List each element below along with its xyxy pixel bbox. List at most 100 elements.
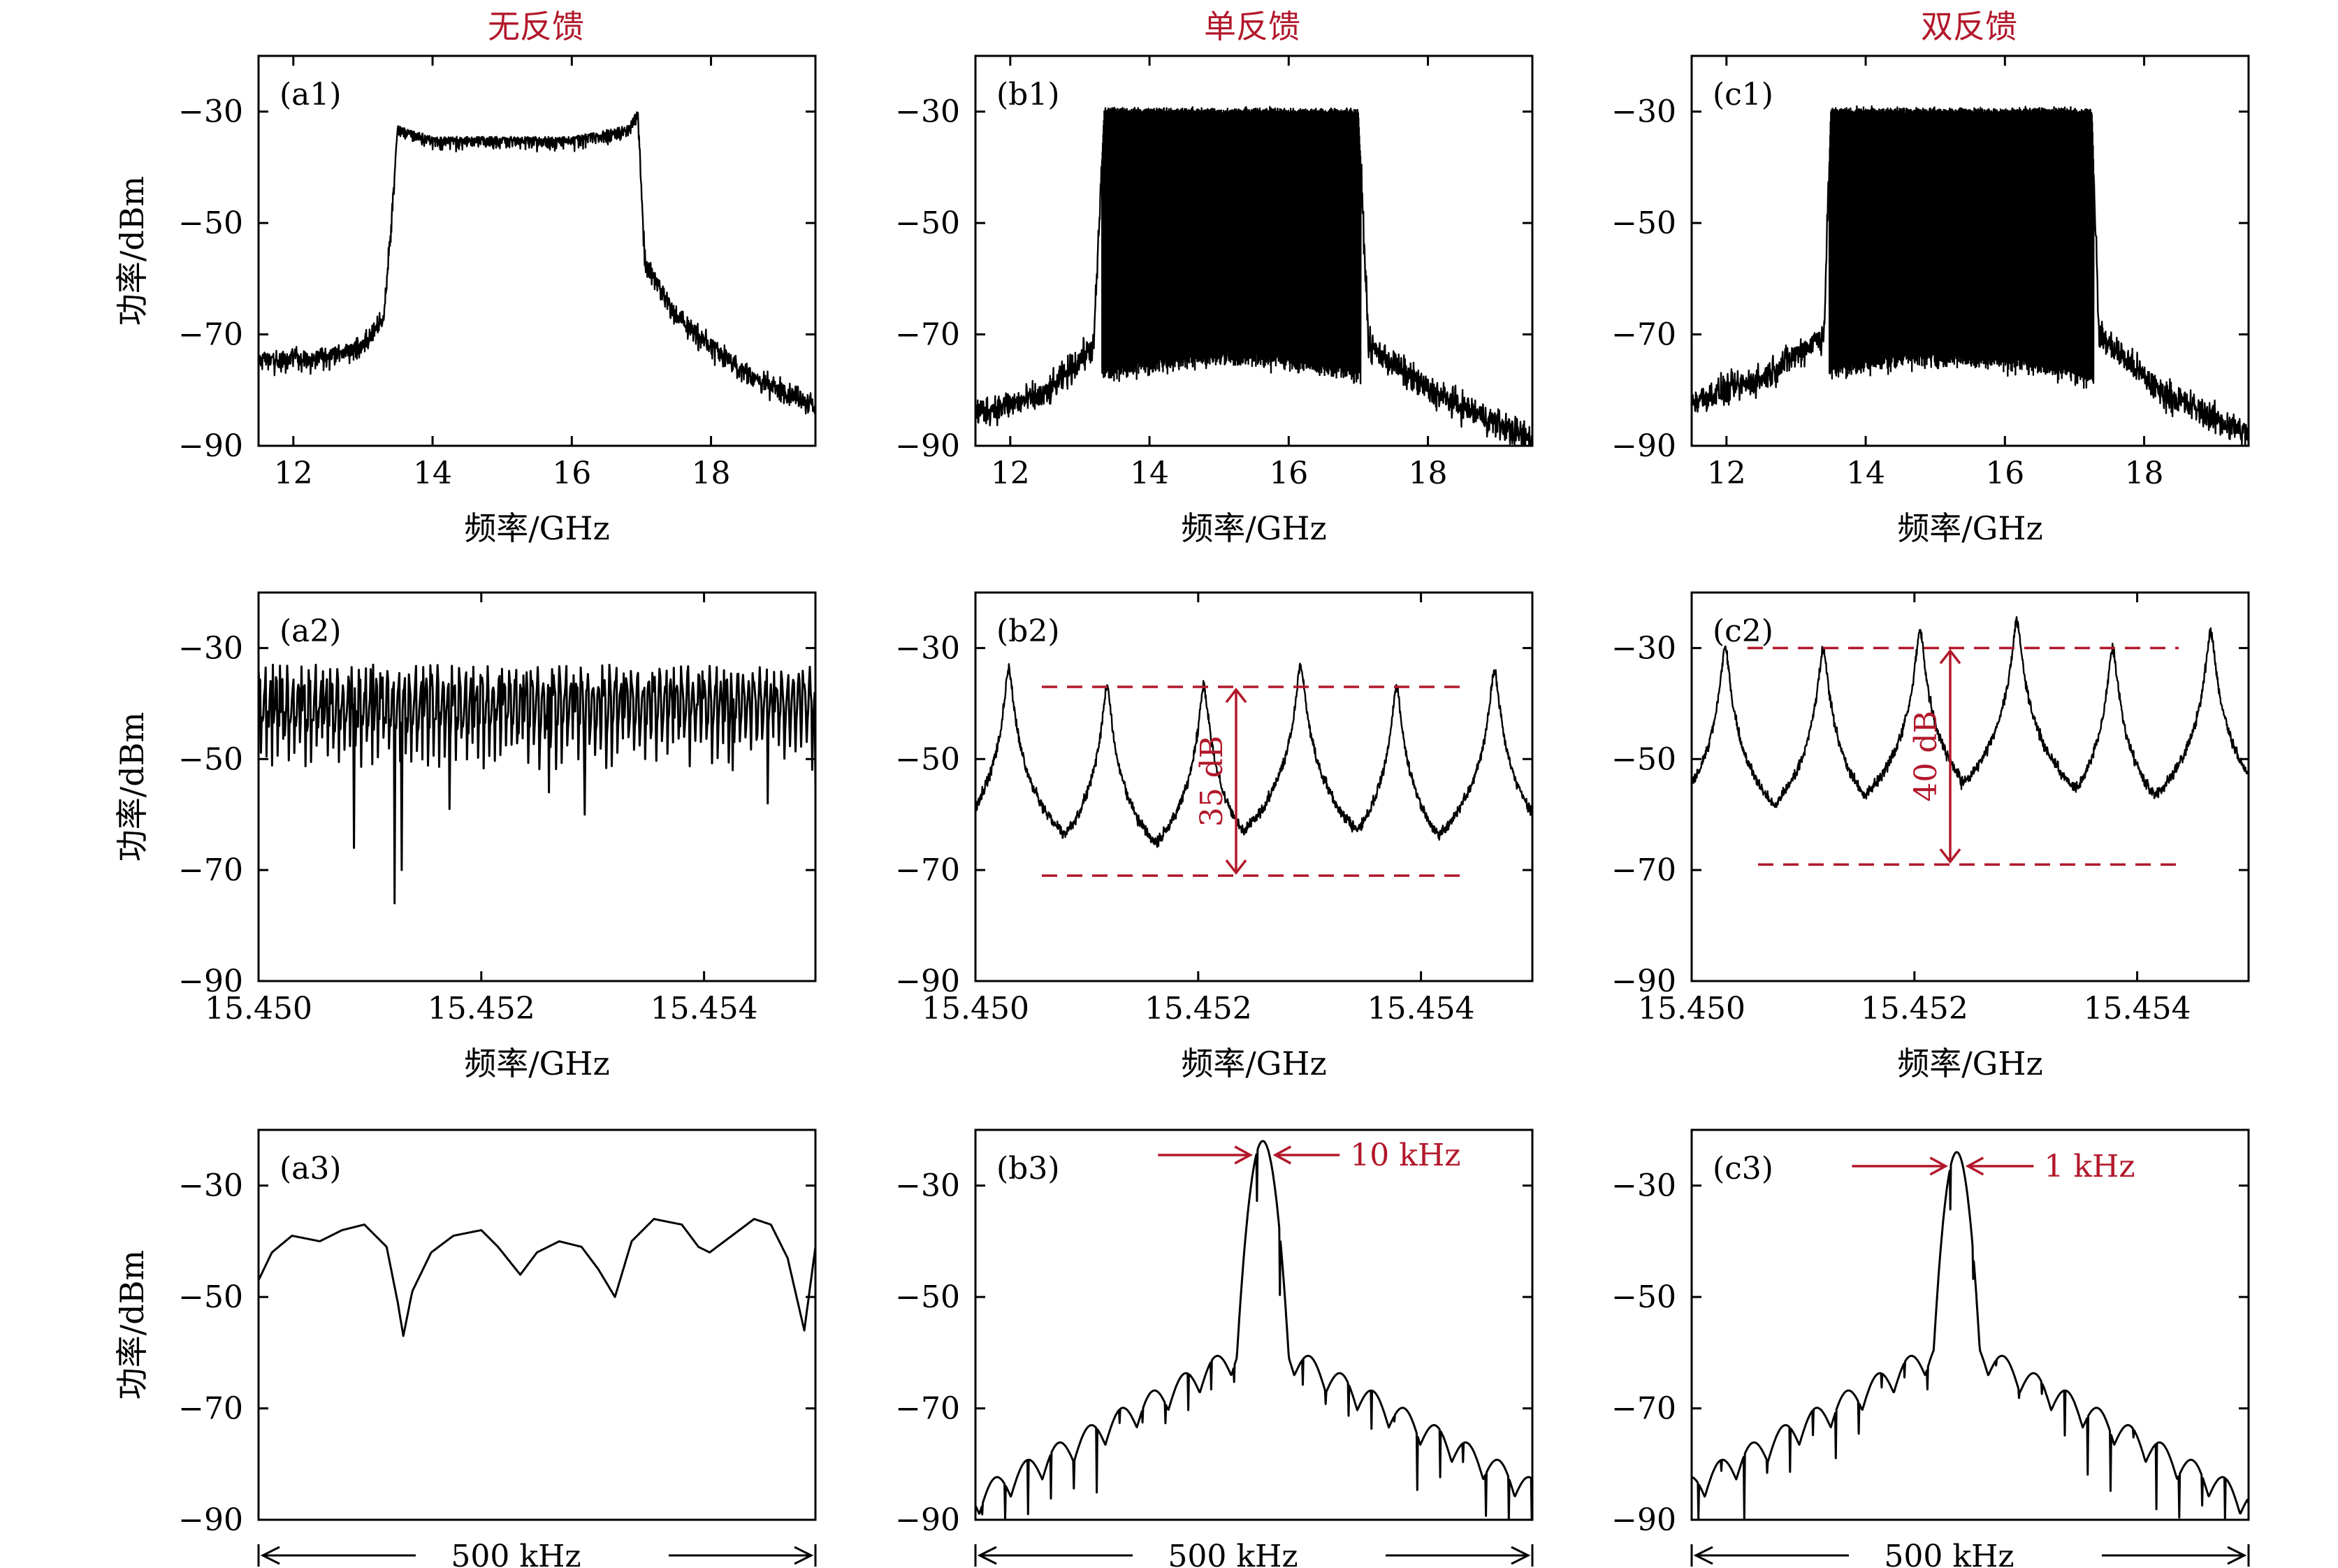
y-tick-label: −70	[895, 1391, 960, 1427]
x-tick-label: 15.450	[922, 991, 1029, 1026]
column-title-no-feedback: 无反馈	[488, 8, 584, 45]
x-axis-label: 频率/GHz	[464, 1045, 610, 1082]
linewidth-head-left	[1234, 1145, 1253, 1165]
span-indicator: 500 kHz	[1690, 1539, 2250, 1568]
y-tick-label: −50	[895, 741, 960, 777]
arrow-head-up	[1225, 688, 1247, 704]
span-head-right	[794, 1546, 814, 1565]
span-head-right	[2227, 1546, 2247, 1565]
panel-a1: −30 −50 −70 −90 12 14 16 18 频率/GHz 功率/dBm (a1)	[113, 55, 817, 547]
plot-frame	[257, 591, 817, 982]
panel-c3: 1 kHz −30 −50 −70 −90 (c3) 500 kHz	[1611, 1128, 2250, 1568]
axes-b3: −30 −50 −70 −90 (b3)	[895, 1128, 1534, 1538]
linewidth-label: 1 kHz	[2044, 1149, 2135, 1184]
difference-label: 40 dB	[1908, 711, 1944, 801]
y-tick-label: −70	[1611, 1391, 1676, 1427]
x-tick-label: 16	[1269, 456, 1308, 491]
difference-label: 35 dB	[1194, 736, 1230, 827]
y-tick-label: −90	[1611, 1502, 1676, 1538]
panel-label: (b3)	[996, 1151, 1060, 1186]
y-tick-label: −70	[178, 317, 243, 353]
y-tick-label: −90	[1611, 964, 1676, 999]
x-tick-label: 15.454	[1367, 991, 1475, 1026]
spectrum-trace	[975, 106, 1532, 446]
y-tick-label: −30	[895, 630, 960, 666]
x-tick-label: 15.454	[651, 991, 758, 1026]
y-tick-label: −90	[178, 964, 243, 999]
y-tick-label: −90	[895, 964, 960, 999]
y-tick-label: −70	[895, 317, 960, 353]
x-tick-label: 15.454	[2084, 991, 2191, 1026]
x-tick-label: 15.452	[1145, 991, 1252, 1026]
span-label: 500 kHz	[1884, 1539, 2014, 1568]
span-head-left	[977, 1546, 997, 1565]
panel-c1: −30 −50 −70 −90 12 14 16 18 频率/GHz (c1)	[1611, 55, 2250, 547]
y-tick-label: −30	[1611, 630, 1676, 666]
spectrum-trace	[259, 1218, 815, 1337]
axes-a1: −30 −50 −70 −90 12 14 16 18 频率/GHz 功率/dBm (a1)	[113, 55, 817, 547]
arrow-head-down	[1939, 848, 1961, 864]
x-tick-label: 14	[413, 456, 452, 491]
x-tick-label: 16	[552, 456, 591, 491]
panel-b1: −30 −50 −70 −90 12 14 16 18 频率/GHz (b1)	[895, 55, 1534, 547]
span-label: 500 kHz	[451, 1539, 581, 1568]
y-tick-label: −50	[1611, 741, 1676, 777]
y-tick-label: −90	[895, 428, 960, 464]
y-tick-label: −50	[1611, 1279, 1676, 1315]
span-label: 500 kHz	[1168, 1539, 1298, 1568]
y-tick-label: −30	[1611, 1168, 1676, 1204]
y-tick-label: −30	[1611, 94, 1676, 130]
panel-label: (a3)	[279, 1151, 342, 1186]
axes-c3: −30 −50 −70 −90 (c3)	[1611, 1128, 2250, 1538]
x-tick-label: 15.452	[428, 991, 535, 1026]
y-tick-label: −50	[178, 205, 243, 241]
x-tick-label: 16	[1985, 456, 2024, 491]
y-tick-label: −70	[1611, 317, 1676, 353]
y-tick-label: −50	[1611, 205, 1676, 241]
x-tick-label: 18	[692, 456, 731, 491]
spectrum-trace	[975, 1140, 1532, 1520]
x-axis-label: 频率/GHz	[1181, 509, 1327, 547]
column-title-single-feedback: 单反馈	[1204, 8, 1300, 45]
arrow-head-down	[1225, 859, 1247, 875]
y-tick-label: −50	[895, 1279, 960, 1315]
x-axis-label: 频率/GHz	[464, 509, 610, 547]
spectrum-trace	[1692, 105, 2249, 446]
y-tick-label: −90	[178, 1502, 243, 1538]
spectrum-trace	[1692, 1151, 2249, 1520]
x-tick-label: 12	[274, 456, 313, 491]
spectrum-trace	[259, 111, 815, 415]
linewidth-head-right	[1272, 1145, 1292, 1165]
x-tick-label: 15.452	[1861, 991, 1968, 1026]
panel-label: (c2)	[1713, 614, 1773, 649]
linewidth-label: 10 kHz	[1350, 1138, 1460, 1173]
arrow-head-up	[1939, 648, 1961, 665]
y-tick-label: −30	[178, 94, 243, 130]
panel-b3: 10 kHz −30 −50 −70 −90 (b3) 500 kHz	[895, 1128, 1534, 1568]
y-tick-label: −70	[178, 852, 243, 888]
y-axis-label: 功率/dBm	[113, 712, 151, 862]
axes-c1: −30 −50 −70 −90 12 14 16 18 频率/GHz (c1)	[1611, 55, 2250, 547]
plot-frame	[974, 55, 1534, 447]
x-tick-label: 15.450	[205, 991, 312, 1026]
x-axis-label: 频率/GHz	[1897, 1045, 2043, 1082]
span-head-right	[1511, 1546, 1531, 1565]
panel-label: (b1)	[996, 77, 1060, 112]
axes-b1: −30 −50 −70 −90 12 14 16 18 频率/GHz (b1)	[895, 55, 1534, 547]
y-tick-label: −70	[1611, 852, 1676, 888]
x-axis-label: 频率/GHz	[1897, 509, 2043, 547]
spectrum-trace	[259, 663, 815, 905]
y-axis-label: 功率/dBm	[113, 1250, 151, 1400]
x-tick-label: 14	[1130, 456, 1169, 491]
span-indicator: 500 kHz	[974, 1539, 1534, 1568]
panel-label: (a1)	[279, 77, 342, 112]
y-tick-label: −70	[895, 852, 960, 888]
y-tick-label: −90	[1611, 428, 1676, 464]
plot-frame	[974, 591, 1534, 982]
